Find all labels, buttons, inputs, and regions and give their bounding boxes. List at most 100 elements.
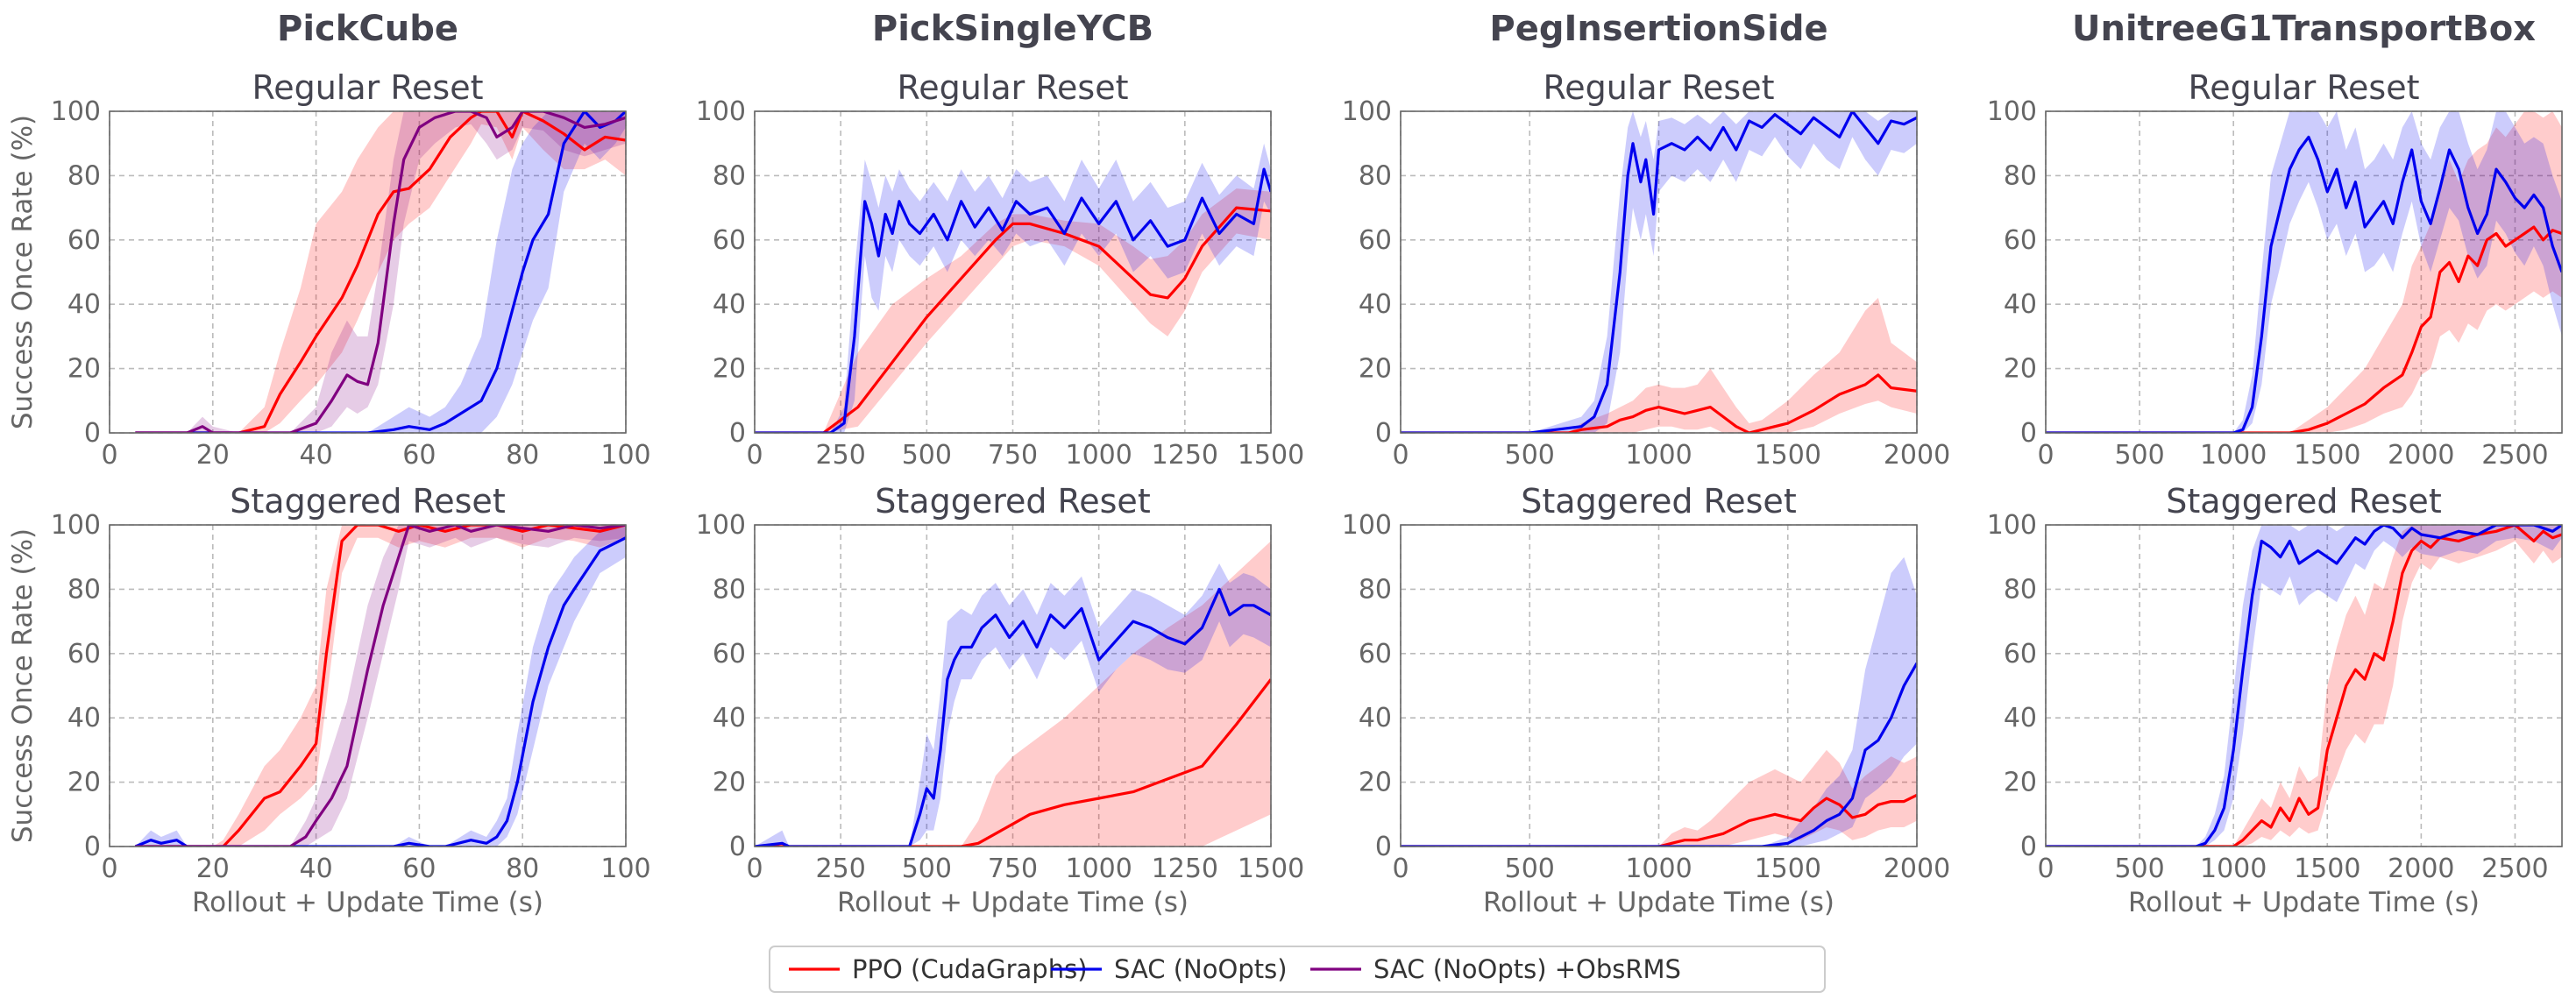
series-line xyxy=(135,111,626,433)
panel-subtitle: Staggered Reset xyxy=(230,482,505,521)
x-tick-label: 20 xyxy=(196,854,230,884)
y-tick-label: 40 xyxy=(1359,703,1392,733)
legend-label-2: SAC (NoOpts) xyxy=(1114,954,1288,984)
plot-area xyxy=(2046,111,2562,433)
y-tick-label: 40 xyxy=(713,703,746,733)
series-line xyxy=(755,678,1271,847)
x-tick-label: 0 xyxy=(746,854,763,884)
x-tick-label: 0 xyxy=(2037,440,2054,471)
series-line xyxy=(1401,111,1917,433)
series-line xyxy=(135,525,626,847)
y-tick-label: 60 xyxy=(1359,639,1392,669)
axes-frame xyxy=(2045,110,2563,434)
y-tick-label: 0 xyxy=(729,418,746,449)
x-tick-label: 500 xyxy=(1505,440,1555,471)
series-line xyxy=(1401,373,1917,433)
x-tick-label: 1500 xyxy=(1238,854,1304,884)
series-line xyxy=(135,111,626,433)
x-tick-label: 500 xyxy=(2114,440,2164,471)
y-axis-label-bottom: Success Once Rate (%) xyxy=(7,528,39,843)
panel-1-1: Regular Reset 0 20 40 60 80 100 0 20 40 60 80 100 xyxy=(51,68,651,471)
x-tick-label: 1500 xyxy=(2294,854,2360,884)
series-line xyxy=(135,111,626,433)
plot-area xyxy=(1401,111,1917,433)
x-tick-label: 0 xyxy=(2037,854,2054,884)
y-tick-label: 100 xyxy=(51,96,101,127)
x-tick-label: 1500 xyxy=(2294,440,2360,471)
x-tick-label: 0 xyxy=(1392,440,1409,471)
series-line xyxy=(135,525,626,847)
series-line xyxy=(755,206,1271,433)
x-tick-label: 100 xyxy=(600,854,650,884)
y-tick-label: 0 xyxy=(84,418,101,449)
y-tick-label: 60 xyxy=(713,225,746,256)
x-tick-label: 80 xyxy=(506,440,539,471)
x-tick-label: 0 xyxy=(1392,854,1409,884)
y-tick-label: 0 xyxy=(1375,832,1392,862)
series-line xyxy=(755,167,1271,433)
y-tick-label: 40 xyxy=(2004,289,2037,320)
x-tick-label: 1000 xyxy=(1065,854,1132,884)
x-tick-label: 2500 xyxy=(2481,440,2548,471)
y-tick-label: 0 xyxy=(2020,418,2037,449)
x-tick-label: 2000 xyxy=(2388,854,2454,884)
x-tick-label: 250 xyxy=(816,440,866,471)
x-tick-label: 1250 xyxy=(1152,440,1218,471)
column-title-2: PickSingleYCB xyxy=(872,9,1153,49)
y-tick-label: 20 xyxy=(1359,768,1392,798)
series-band xyxy=(1401,749,1917,847)
y-tick-label: 80 xyxy=(2004,160,2037,191)
axes-frame xyxy=(754,524,1272,847)
panel-4-1: Regular Reset 0 500 1000 1500 2000 2500 0 20 40 60… xyxy=(1987,68,2563,471)
legend-label-3: SAC (NoOpts) +ObsRMS xyxy=(1373,954,1681,984)
panel-3-1: Regular Reset 0 500 1000 1500 2000 0 20 40 60 80 10… xyxy=(1342,68,1950,471)
x-tick-label: 1000 xyxy=(2200,854,2267,884)
y-tick-label: 80 xyxy=(67,574,101,605)
x-tick-label: 80 xyxy=(506,854,539,884)
y-tick-label: 40 xyxy=(1359,289,1392,320)
legend: PPO (CudaGraphs) SAC (NoOpts) SAC (NoOpts)… xyxy=(769,946,1826,993)
plot-area xyxy=(755,143,1271,433)
x-tick-label: 750 xyxy=(988,854,1038,884)
legend-frame xyxy=(769,946,1826,993)
y-tick-label: 100 xyxy=(696,510,746,541)
y-tick-label: 20 xyxy=(713,354,746,385)
series-line xyxy=(2046,525,2562,847)
y-tick-label: 20 xyxy=(1359,354,1392,385)
series-band xyxy=(135,111,626,433)
x-tick-label: 40 xyxy=(300,854,333,884)
x-tick-label: 1500 xyxy=(1755,854,1821,884)
y-tick-label: 20 xyxy=(2004,768,2037,798)
series-band xyxy=(2046,111,2562,433)
y-tick-label: 60 xyxy=(67,225,101,256)
column-titles: PickCube PickSingleYCB PegInsertionSide Uni… xyxy=(277,9,2536,49)
x-tick-label: 0 xyxy=(101,854,117,884)
y-tick-label: 80 xyxy=(67,160,101,191)
series-band xyxy=(135,111,626,433)
axes-frame xyxy=(109,110,627,434)
x-tick-label: 2000 xyxy=(1884,440,1950,471)
y-tick-label: 0 xyxy=(729,832,746,862)
legend-label-1: PPO (CudaGraphs) xyxy=(852,954,1088,984)
y-tick-label: 60 xyxy=(2004,639,2037,669)
y-tick-label: 20 xyxy=(67,354,101,385)
x-tick-label: 40 xyxy=(300,440,333,471)
x-tick-label: 1500 xyxy=(1755,440,1821,471)
x-tick-label: 0 xyxy=(746,440,763,471)
y-tick-label: 100 xyxy=(51,510,101,541)
y-tick-label: 100 xyxy=(1987,510,2037,541)
x-axis-label: Rollout + Update Time (s) xyxy=(192,887,543,918)
series-band xyxy=(135,525,626,847)
x-tick-label: 1000 xyxy=(1625,440,1692,471)
panel-subtitle: Regular Reset xyxy=(252,68,484,107)
series-line xyxy=(2046,225,2562,433)
x-tick-label: 2000 xyxy=(2388,440,2454,471)
axes-frame xyxy=(109,524,627,847)
x-tick-label: 60 xyxy=(402,440,436,471)
panel-subtitle: Regular Reset xyxy=(898,68,1129,107)
x-tick-label: 2000 xyxy=(1884,854,1950,884)
y-tick-label: 0 xyxy=(2020,832,2037,862)
y-tick-label: 60 xyxy=(713,639,746,669)
